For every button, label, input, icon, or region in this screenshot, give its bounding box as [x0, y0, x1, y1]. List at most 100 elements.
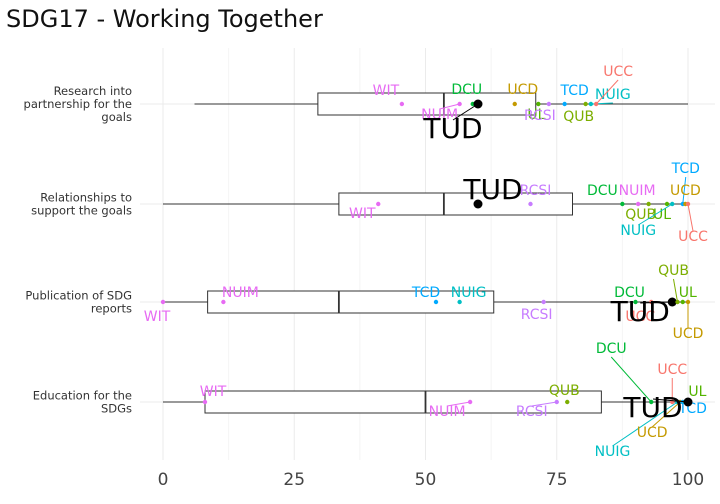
data-point-tud: [667, 297, 677, 307]
data-point-ul: [536, 101, 541, 107]
data-point-nuig: [457, 299, 462, 305]
point-label-rcsi: RCSI: [520, 183, 552, 199]
point-label-tud: TUD: [462, 173, 522, 206]
category-label: Education for the: [33, 389, 132, 403]
label-connector: [637, 203, 673, 226]
data-point-tud: [473, 199, 483, 209]
data-point-nuim: [467, 399, 473, 405]
point-label-ucd: UCD: [673, 326, 704, 342]
chart-title: SDG17 - Working Together: [6, 5, 323, 33]
data-point-qub: [675, 299, 680, 305]
data-point-ucc: [685, 201, 691, 207]
x-tick-label: 75: [546, 470, 568, 490]
point-label-tcd: TCD: [559, 83, 588, 99]
label-connector: [673, 278, 678, 303]
point-label-dcu: DCU: [614, 285, 645, 301]
category-label: Publication of SDG: [25, 289, 132, 303]
point-label-wit: WIT: [200, 384, 227, 400]
category-label: Relationships to: [40, 191, 132, 205]
label-connector: [687, 203, 694, 232]
data-point-nuim: [635, 201, 641, 207]
data-point-qub: [565, 399, 570, 405]
data-point-ul: [664, 201, 670, 207]
data-point-rcsi: [541, 299, 546, 305]
point-label-tcd: TCD: [671, 161, 700, 177]
point-label-tud: TUD: [610, 295, 670, 328]
data-point-dcu: [649, 399, 654, 405]
label-connector: [447, 401, 471, 407]
data-point-tcd: [433, 299, 439, 305]
x-tick-label: 0: [158, 470, 169, 490]
point-label-nuim: NUIM: [429, 404, 466, 420]
point-label-wit: WIT: [349, 206, 376, 222]
data-point-qub: [583, 101, 588, 107]
label-connector: [452, 103, 479, 121]
data-point-ucd: [685, 299, 691, 305]
box: [338, 192, 573, 216]
label-connector: [595, 79, 619, 105]
point-label-ul: UL: [527, 107, 545, 123]
point-label-nuig: NUIG: [620, 223, 656, 239]
category-label: support the goals: [31, 204, 132, 218]
point-label-dcu: DCU: [596, 341, 627, 357]
data-point-rcsi: [554, 399, 559, 405]
data-point-tud: [683, 397, 693, 407]
data-point-rcsi: [546, 101, 552, 107]
point-label-tud: TUD: [422, 112, 482, 145]
point-label-ucd: UCD: [637, 425, 668, 441]
point-label-nuig: NUIG: [451, 285, 487, 301]
point-label-ul: UL: [653, 207, 671, 223]
point-label-rcsi: RCSI: [521, 307, 553, 323]
x-tick-label: 100: [672, 470, 704, 490]
data-point-wit: [399, 101, 405, 107]
point-label-dcu: DCU: [451, 82, 482, 98]
point-label-nuim: NUIM: [421, 107, 458, 123]
point-label-ucc: UCC: [657, 362, 687, 378]
point-label-nuig: NUIG: [595, 87, 631, 103]
point-label-nuim: NUIM: [222, 285, 259, 301]
point-label-ucd: UCD: [507, 82, 538, 98]
label-connector: [439, 103, 460, 110]
label-connector: [682, 176, 687, 205]
point-label-nuig: NUIG: [595, 444, 631, 460]
point-label-ul: UL: [679, 285, 697, 301]
point-label-qub: QUB: [625, 207, 656, 223]
data-point-nuim: [221, 299, 226, 305]
point-label-nuim: NUIM: [619, 183, 656, 199]
category-label: partnership for the: [24, 97, 132, 111]
label-connector: [651, 401, 681, 428]
box: [317, 92, 537, 116]
data-point-ul: [680, 299, 685, 305]
data-point-nuig: [588, 101, 594, 107]
point-label-ucc: UCC: [625, 309, 655, 325]
point-label-rcsi: RCSI: [516, 404, 548, 420]
data-point-nuig: [670, 201, 675, 207]
label-connector: [612, 401, 678, 447]
point-label-wit: WIT: [144, 309, 171, 325]
category-label: Research into: [54, 84, 132, 98]
point-label-ul: UL: [688, 384, 706, 400]
point-label-tud: TUD: [622, 391, 682, 424]
data-point-qub: [646, 201, 651, 207]
category-label: goals: [101, 110, 132, 124]
data-point-dcu: [620, 201, 625, 207]
x-tick-label: 50: [415, 470, 437, 490]
point-label-wit: WIT: [373, 83, 400, 99]
point-label-qub: QUB: [563, 109, 594, 125]
data-point-nuim: [457, 101, 462, 107]
point-label-rcsi: RCSI: [524, 108, 556, 124]
label-connector: [531, 401, 557, 407]
data-point-tud: [473, 99, 483, 109]
category-label: SDGs: [101, 402, 132, 416]
label-connector: [652, 398, 689, 403]
data-point-ucd: [512, 101, 517, 107]
category-label: reports: [91, 302, 132, 316]
data-point-tcd: [562, 101, 567, 107]
x-tick-label: 25: [283, 470, 305, 490]
point-label-ucc: UCC: [603, 64, 633, 80]
point-label-dcu: DCU: [587, 183, 618, 199]
data-point-wit: [160, 299, 166, 305]
point-label-tcd: TCD: [411, 285, 440, 301]
